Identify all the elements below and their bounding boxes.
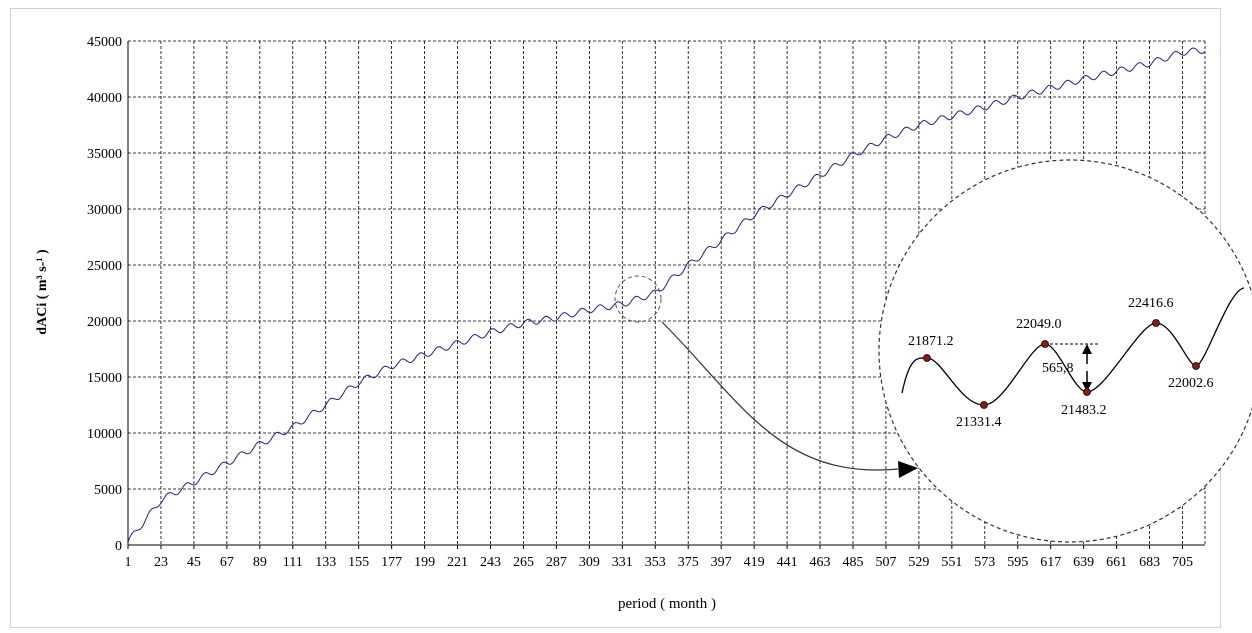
x-tick-label: 551 [941,555,962,570]
y-tick-label: 40000 [87,91,122,106]
y-axis-label: dACi ( m³ s-¹ ) [35,249,50,335]
x-tick-label: 595 [1007,555,1028,570]
y-tick-label: 5000 [94,483,122,498]
inset-label: 21483.2 [1061,403,1107,418]
y-tick-label: 15000 [87,371,122,386]
x-tick-label: 529 [908,555,929,570]
zoom-arrow-head [898,461,918,478]
x-tick-label: 133 [315,555,336,570]
x-tick-label: 331 [612,555,633,570]
series-line [127,47,1206,542]
x-tick-label: 397 [711,555,732,570]
x-tick-label: 23 [154,555,168,570]
inset-label: 22049.0 [1016,317,1062,332]
y-tick-label: 10000 [87,427,122,442]
x-tick-label: 485 [842,555,863,570]
x-tick-label: 705 [1172,555,1193,570]
y-tick-label: 25000 [87,259,122,274]
difference-arrowhead-down [1082,382,1092,392]
x-tick-label: 617 [1040,555,1061,570]
difference-arrowhead-up [1082,344,1092,354]
inset-point [1083,388,1091,396]
x-tick-label: 287 [546,555,567,570]
x-axis-label: period ( month ) [618,596,716,612]
x-tick-label: 463 [810,555,831,570]
inset-label: 21331.4 [956,415,1002,430]
zoom-highlight-circle [614,275,662,323]
inset-label: 21871.2 [908,334,954,349]
x-tick-label: 199 [414,555,435,570]
inset-point [1041,340,1049,348]
y-tick-label: 35000 [87,147,122,162]
x-tick-label: 177 [381,555,402,570]
inset-circle [878,159,1252,543]
x-tick-label: 45 [187,555,201,570]
x-tick-label: 507 [875,555,896,570]
x-tick-label: 89 [253,555,267,570]
x-tick-label: 221 [447,555,468,570]
x-tick-label: 1 [125,555,132,570]
x-tick-label: 639 [1073,555,1094,570]
x-tick-label: 419 [744,555,765,570]
x-tick-label: 661 [1106,555,1127,570]
y-tick-label: 20000 [87,315,122,330]
x-tick-label: 573 [974,555,995,570]
y-tick-label: 0 [115,539,122,554]
x-tick-label: 353 [645,555,666,570]
inset-label: 22416.6 [1128,296,1174,311]
zoom-arrow-line [661,321,899,471]
x-tick-label: 155 [348,555,369,570]
inset-point [980,401,988,409]
inset-point [1192,362,1200,370]
difference-label: 565,8 [1042,361,1074,376]
y-tick-label: 30000 [87,203,122,218]
x-tick-label: 375 [678,555,699,570]
zoom-inset: 21871.2 21331.4 22049.0 21483.2 22416.6 … [878,159,1252,543]
inset-point [923,354,931,362]
x-tick-label: 265 [513,555,534,570]
x-tick-label: 111 [283,555,303,570]
x-tick-label: 309 [579,555,600,570]
inset-point [1152,319,1160,327]
x-tick-label: 683 [1139,555,1160,570]
x-tick-label: 243 [480,555,501,570]
x-tick-label: 441 [777,555,798,570]
x-tick-label: 67 [220,555,234,570]
inset-label: 22002.6 [1168,376,1214,391]
y-axis-ticks: 0 5000 10000 15000 20000 25000 30000 35000 40000… [87,35,122,554]
y-tick-label: 45000 [87,35,122,50]
x-axis-ticks: 1 23 45 67 89 111 133 155 177 199 221 243 265 287 309 3… [125,545,1193,570]
